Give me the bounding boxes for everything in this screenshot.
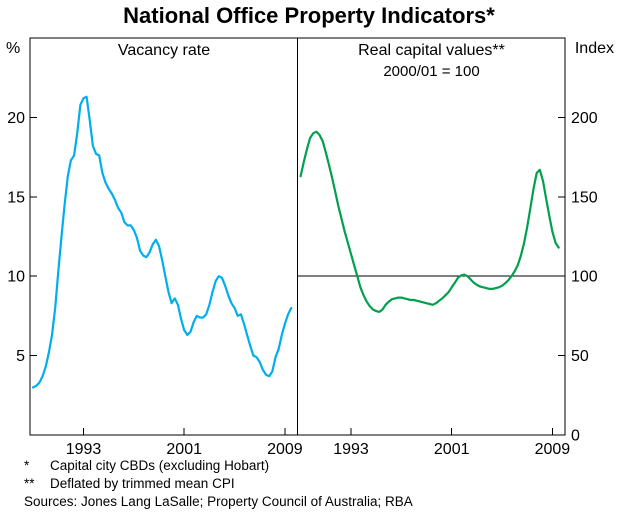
y-tick-label-right: 100: [571, 269, 598, 286]
y-tick-label-right: 0: [571, 428, 580, 445]
y-tick-label-left: 5: [16, 348, 25, 365]
footnote-2: ** Deflated by trimmed mean CPI: [24, 475, 610, 493]
real-capital-values-line: [299, 130, 560, 313]
y-tick-label-left: 15: [7, 189, 25, 206]
right-panel-title: Real capital values**: [358, 42, 505, 59]
right-axis-unit-label: Index: [574, 40, 614, 57]
x-tick-label: 2009: [267, 441, 303, 458]
footnote-2-marker: **: [24, 476, 35, 491]
footnote-2-text: Deflated by trimmed mean CPI: [50, 476, 235, 491]
chart-frame: [29, 37, 566, 436]
x-tick-label: 1993: [333, 441, 369, 458]
vacancy-rate-line: [31, 95, 293, 389]
y-tick-label-left: 10: [7, 269, 25, 286]
x-tick-label: 2009: [535, 441, 571, 458]
footnote-1-marker: *: [24, 458, 30, 473]
footnote-1: * Capital city CBDs (excluding Hobart): [24, 457, 610, 475]
y-tick-label-left: 20: [7, 110, 25, 127]
x-tick-label: 2001: [434, 441, 470, 458]
y-tick-label-right: 50: [571, 348, 589, 365]
right-panel-subtitle: 2000/01 = 100: [383, 63, 480, 80]
footnote-1-text: Capital city CBDs (excluding Hobart): [50, 458, 270, 473]
left-panel-title: Vacancy rate: [117, 42, 211, 59]
y-tick-label-right: 200: [571, 110, 598, 127]
footnotes: * Capital city CBDs (excluding Hobart) *…: [24, 457, 610, 511]
chart-title: National Office Property Indicators*: [123, 3, 495, 28]
left-axis-unit-label: %: [6, 40, 21, 57]
y-tick-label-right: 150: [571, 189, 598, 206]
sources-line: Sources: Jones Lang LaSalle; Property Co…: [24, 494, 413, 509]
x-tick-label: 2001: [166, 441, 202, 458]
x-tick-label: 1993: [66, 441, 102, 458]
